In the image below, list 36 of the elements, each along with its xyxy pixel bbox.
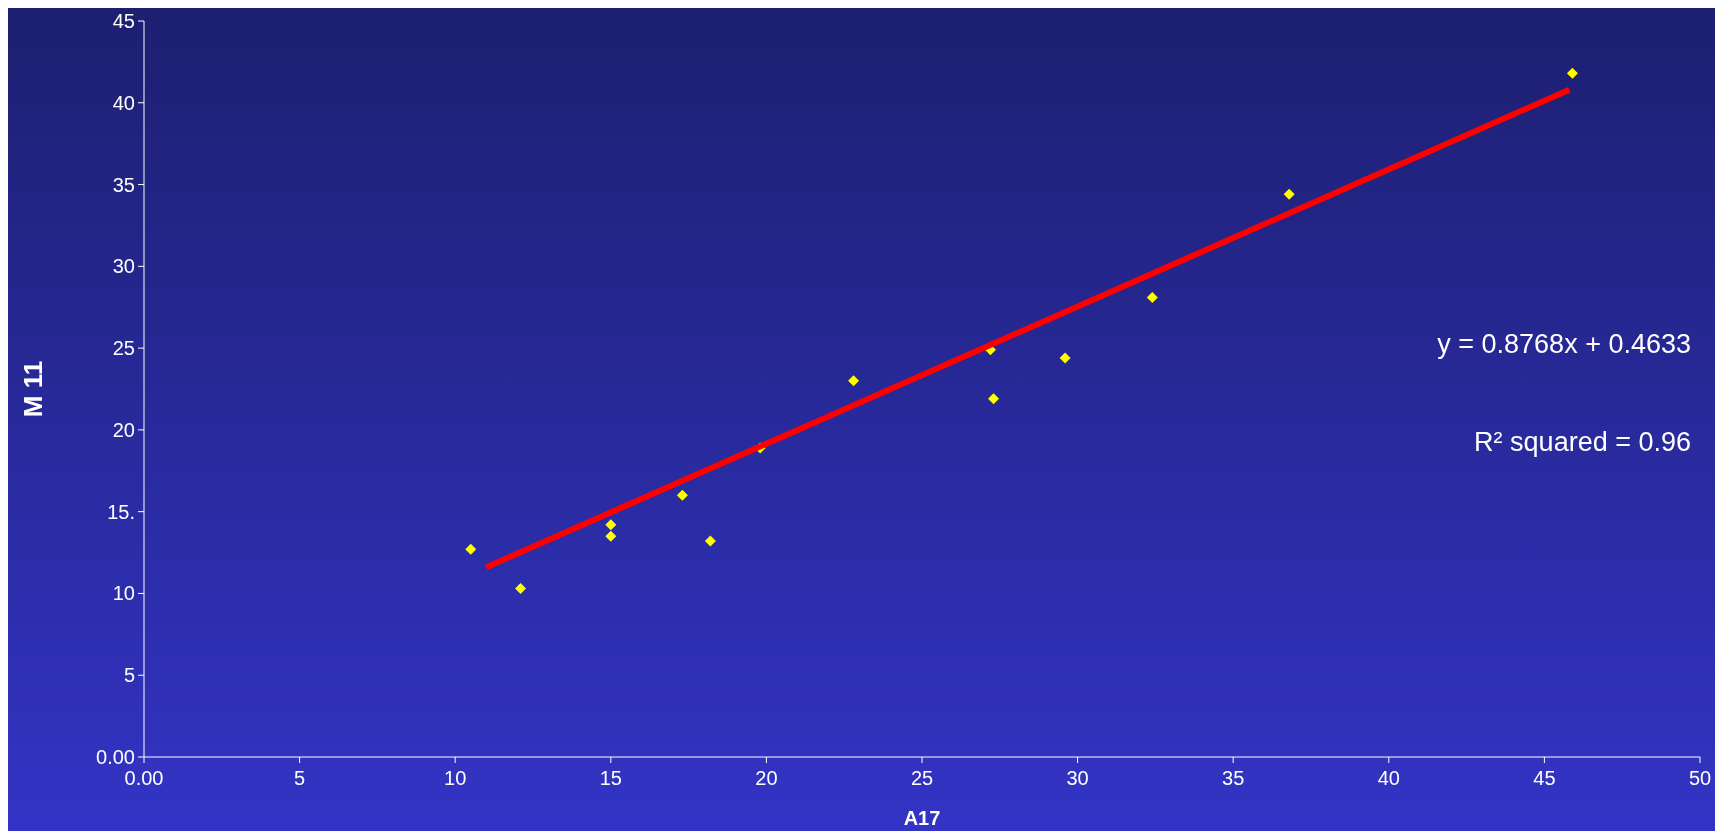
y-tick-label: 10: [112, 582, 135, 605]
x-tick-label: 30: [1066, 767, 1089, 789]
point: [848, 375, 860, 387]
y-tick-label: 30: [112, 255, 135, 278]
point: [1283, 188, 1295, 200]
point: [1146, 291, 1158, 303]
point: [1566, 67, 1578, 79]
y-tick-label: 0.00: [96, 746, 135, 768]
point: [1059, 352, 1071, 364]
y-tick-label: 35: [112, 173, 135, 196]
x-tick-label: 5: [294, 767, 306, 789]
point: [988, 393, 1000, 405]
y-axis-title: M 11: [18, 360, 48, 418]
annotation: R² squared = 0.96: [1474, 427, 1691, 457]
annotation: y = 0.8768x + 0.4633: [1437, 329, 1691, 359]
y-tick-label: 15.: [107, 500, 135, 523]
point: [515, 583, 527, 595]
x-tick-label: 35: [1222, 767, 1245, 789]
point: [704, 535, 716, 547]
point: [605, 519, 617, 531]
point: [605, 530, 617, 542]
point: [465, 543, 477, 555]
y-tick-label: 40: [112, 91, 135, 114]
x-tick-label: 25: [910, 767, 934, 789]
x-tick-label: 20: [755, 767, 778, 789]
x-tick-label: 10: [444, 767, 467, 789]
x-axis-title: A17: [903, 807, 941, 829]
x-tick-label: 45: [1533, 767, 1556, 789]
x-tick-label: 40: [1377, 767, 1400, 789]
y-tick-label: 25: [112, 337, 135, 360]
y-tick-label: 45: [112, 10, 135, 32]
point: [676, 489, 688, 501]
x-tick-label: 50: [1688, 767, 1712, 789]
y-tick-label: 5: [123, 664, 135, 687]
x-tick-label: 15: [599, 767, 622, 789]
y-tick-label: 20: [112, 418, 135, 441]
